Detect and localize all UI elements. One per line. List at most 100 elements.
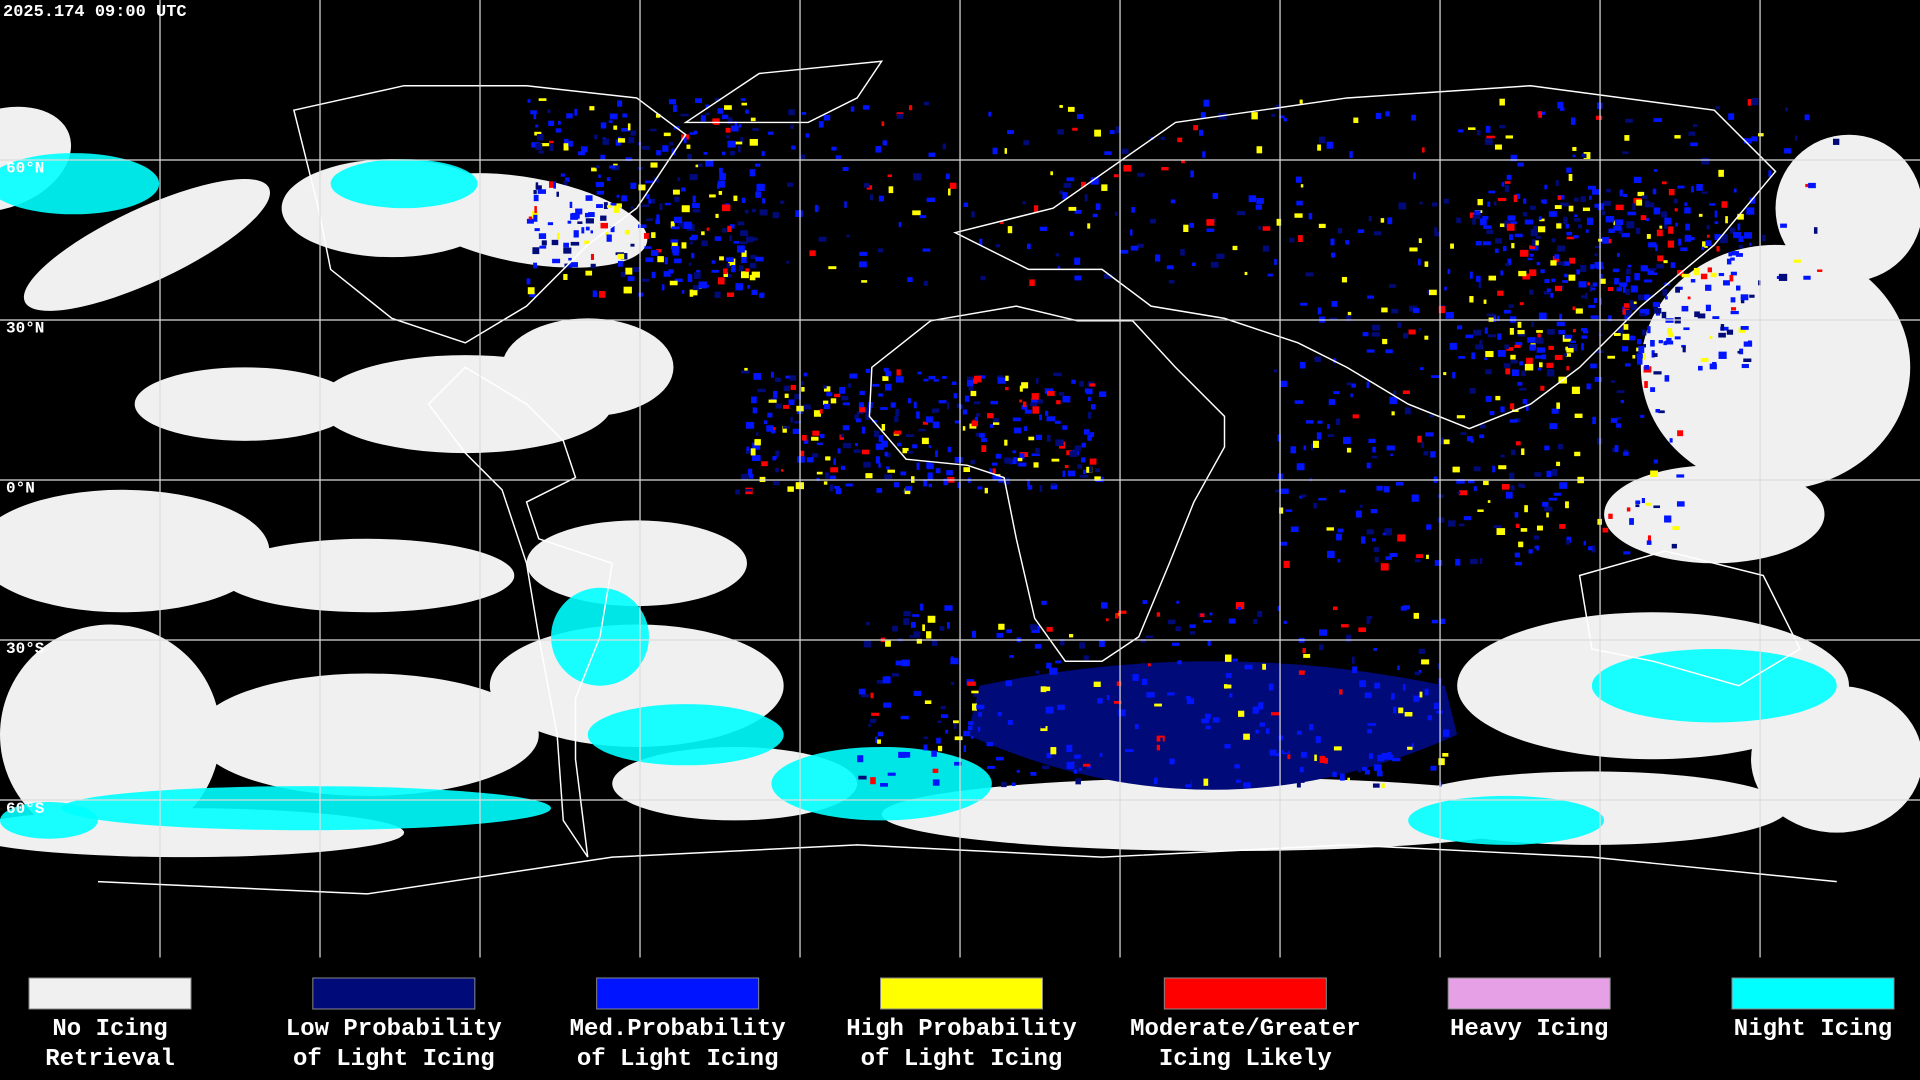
icing-pixel: [1372, 446, 1376, 453]
icing-pixel: [1565, 501, 1569, 509]
icing-pixel: [1530, 205, 1536, 210]
icing-pixel: [1354, 680, 1358, 684]
icing-pixel: [1504, 184, 1510, 193]
icing-pixel: [1642, 344, 1646, 348]
icing-pixel: [737, 245, 745, 253]
icing-pixel: [1397, 322, 1402, 328]
icing-pixel: [535, 124, 539, 128]
icing-pixel: [781, 469, 784, 472]
icing-pixel: [726, 292, 735, 297]
icing-pixel: [711, 260, 716, 264]
icing-pixel: [1146, 692, 1155, 698]
icing-pixel: [1094, 129, 1101, 137]
icing-pixel: [1541, 354, 1547, 360]
icing-pixel: [1327, 424, 1330, 429]
icing-pixel: [1232, 658, 1239, 662]
icing-pixel: [606, 177, 611, 181]
icing-pixel: [962, 426, 966, 431]
icing-pixel: [1349, 151, 1353, 158]
icing-pixel: [694, 272, 701, 279]
icing-pixel: [1005, 386, 1009, 391]
icing-pixel: [1318, 497, 1327, 501]
icing-pixel: [1651, 350, 1655, 358]
coastline: [427, 366, 614, 858]
icing-pixel: [1193, 125, 1199, 131]
icing-pixel: [1203, 619, 1212, 623]
icing-pixel: [1486, 135, 1495, 139]
icing-pixel: [975, 413, 981, 417]
coastline: [1578, 550, 1801, 687]
icing-pixel: [947, 446, 952, 453]
icing-pixel: [1599, 273, 1603, 279]
icing-pixel: [1603, 200, 1611, 206]
icing-pixel: [1011, 782, 1016, 787]
icing-pixel: [1370, 508, 1378, 514]
icing-pixel: [627, 276, 635, 282]
icing-pixel: [1183, 224, 1189, 232]
icing-pixel: [1031, 393, 1039, 400]
icing-pixel: [858, 775, 867, 780]
icing-pixel: [1199, 129, 1204, 136]
icing-pixel: [585, 270, 593, 276]
icing-pixel: [1206, 228, 1215, 232]
icing-pixel: [898, 221, 902, 228]
icing-pixel: [705, 104, 710, 109]
icing-pixel: [1026, 243, 1031, 250]
icing-pixel: [1341, 624, 1349, 628]
icing-pixel: [1397, 665, 1400, 671]
icing-pixel: [1519, 302, 1524, 306]
icing-pixel: [971, 703, 977, 711]
icing-pixel: [1012, 417, 1021, 422]
icing-pixel: [1055, 660, 1061, 664]
icing-pixel: [970, 459, 975, 465]
icing-pixel: [584, 212, 590, 218]
daylight-icing-region: [967, 661, 1458, 790]
icing-pixel: [1265, 728, 1270, 734]
icing-pixel: [548, 120, 555, 127]
icing-pixel: [1081, 442, 1086, 448]
icing-pixel: [951, 381, 957, 385]
icing-pixel: [863, 407, 873, 414]
icing-pixel: [909, 635, 914, 638]
icing-pixel: [1495, 395, 1501, 401]
icing-pixel: [888, 186, 894, 194]
icing-pixel: [1084, 194, 1088, 202]
icing-pixel: [942, 375, 947, 379]
icing-pixel: [1565, 346, 1568, 351]
icing-pixel: [945, 729, 949, 734]
icing-pixel: [1302, 648, 1306, 654]
icing-pixel: [1357, 229, 1365, 233]
icing-pixel: [1557, 443, 1564, 450]
icing-pixel: [924, 700, 932, 705]
icing-pixel: [1404, 407, 1411, 415]
icing-pixel: [1066, 450, 1072, 456]
icing-pixel: [1737, 350, 1741, 354]
icing-pixel: [1684, 202, 1688, 206]
icing-pixel: [1566, 536, 1572, 543]
icing-pixel: [1497, 315, 1500, 322]
icing-pixel: [749, 169, 756, 177]
legend-label: Icing Likely: [1159, 1046, 1332, 1073]
icing-pixel: [997, 377, 1006, 384]
icing-pixel: [884, 474, 893, 480]
icing-pixel: [1705, 284, 1712, 291]
icing-pixel: [630, 206, 634, 210]
icing-pixel: [942, 143, 946, 150]
icing-pixel: [946, 470, 953, 476]
icing-pixel: [1024, 426, 1028, 432]
icing-pixel: [783, 426, 790, 429]
icing-pixel: [608, 165, 616, 169]
icing-pixel: [1681, 273, 1691, 278]
icing-pixel: [1161, 167, 1169, 171]
icing-pixel: [674, 196, 680, 203]
icing-pixel: [829, 484, 834, 492]
icing-pixel: [1191, 262, 1196, 267]
icing-pixel: [1494, 144, 1502, 150]
icing-pixel: [1390, 697, 1395, 700]
icing-pixel: [1497, 238, 1501, 242]
icing-pixel: [1601, 210, 1606, 216]
icing-pixel: [1238, 606, 1242, 611]
icing-pixel: [1583, 540, 1587, 546]
icing-pixel: [937, 720, 942, 723]
